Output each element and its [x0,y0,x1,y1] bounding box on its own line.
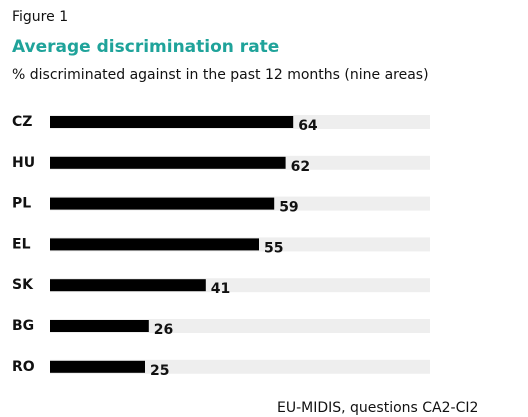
y-tick-label: EL [12,236,31,252]
value-label: 25 [150,363,169,379]
bar [50,116,294,128]
bar [50,360,145,373]
bar [50,279,206,292]
bar [50,197,275,210]
value-label: 41 [211,281,230,297]
value-label: 64 [298,118,318,134]
y-tick-label: PL [12,196,31,212]
value-label: 59 [279,200,298,216]
y-tick-label: HU [12,155,35,171]
value-label: 26 [154,322,173,338]
chart-subtitle: % discriminated against in the past 12 m… [12,67,429,83]
y-tick-label: BG [12,318,34,334]
source: EU-MIDIS, questions CA2-CI2 [277,400,478,416]
value-label: 55 [264,240,283,256]
y-tick-label: RO [12,359,35,375]
figure-label: Figure 1 [12,9,68,25]
value-label: 62 [291,159,310,175]
y-tick-label: CZ [12,114,32,130]
chart-title: Average discrimination rate [12,37,279,57]
y-tick-label: SK [12,277,34,293]
bar [50,156,286,169]
bar [50,320,149,332]
bar [50,238,259,251]
